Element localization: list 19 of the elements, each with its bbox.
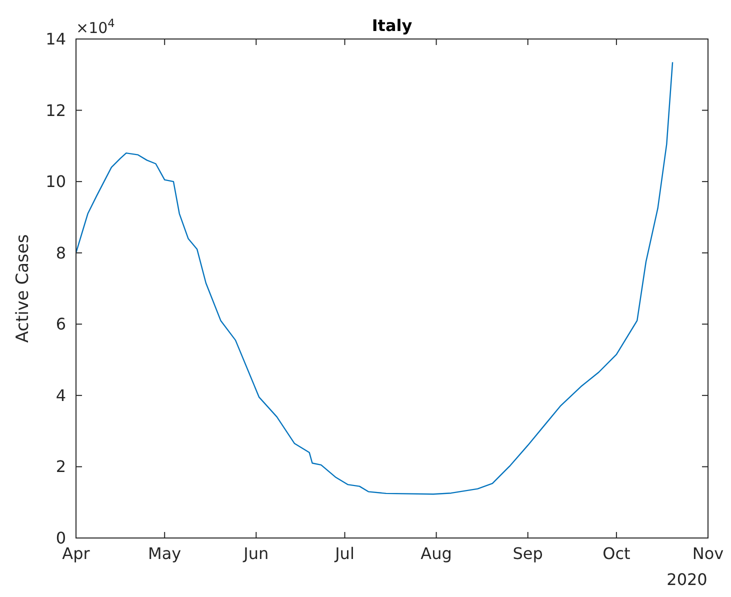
x-tick-label: Jun	[242, 544, 269, 563]
y-tick-label: 14	[46, 30, 66, 48]
line-series	[75, 62, 674, 495]
y-tick-label: 8	[56, 243, 66, 262]
x-tick-label: Sep	[512, 544, 543, 563]
x-tick-label: Nov	[692, 544, 724, 563]
text: 2020	[666, 570, 708, 589]
x-tick-label: Oct	[602, 544, 630, 563]
y-tick-label: 10	[46, 172, 66, 192]
y-tick-label: 2	[56, 457, 66, 476]
x-tick-label: Jul	[334, 544, 354, 563]
y-tick-label: 12	[46, 100, 66, 120]
chart-title: Italy	[372, 16, 413, 35]
x-tick-label: Aug	[420, 544, 452, 563]
text: ×10$^{4}$	[76, 16, 115, 37]
x-tick-label: May	[148, 544, 182, 563]
y-tick-label: 4	[56, 386, 66, 405]
y-axis-title: Active Cases	[13, 234, 33, 343]
y-tick-label: 6	[56, 314, 66, 334]
